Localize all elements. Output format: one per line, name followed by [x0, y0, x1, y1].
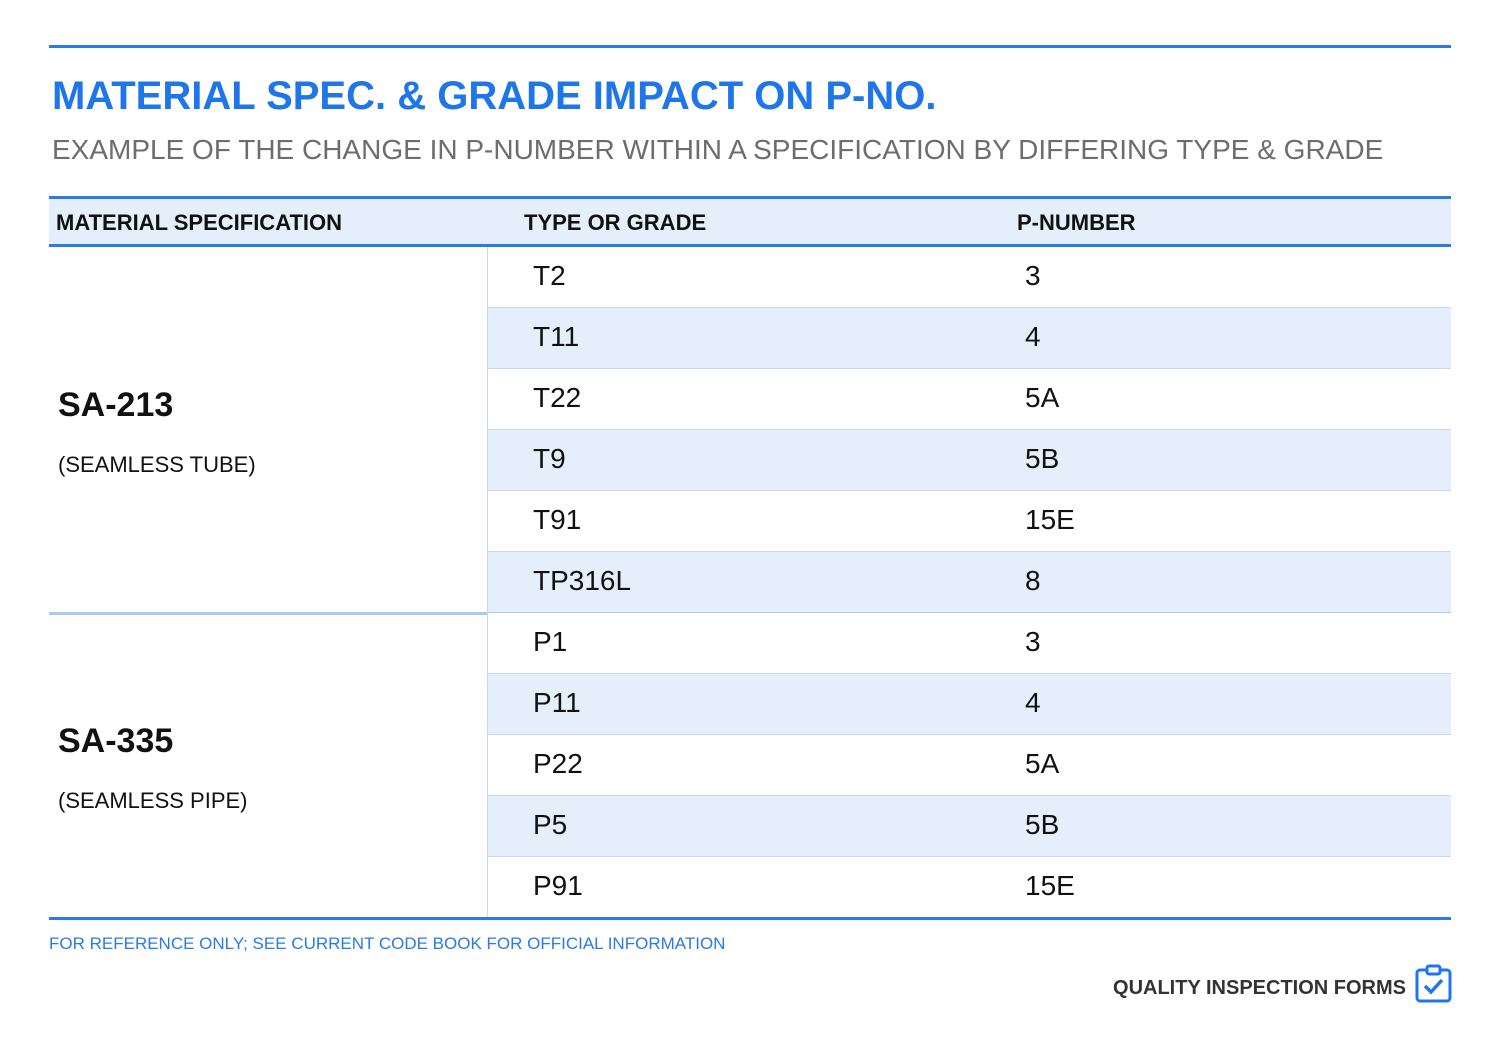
header-rule	[49, 244, 1451, 247]
p-number: 15E	[1025, 504, 1075, 535]
grade: T22	[533, 382, 582, 413]
row-bg	[487, 796, 1451, 857]
grade: T11	[533, 321, 580, 352]
brand: QUALITY INSPECTION FORMS	[1113, 977, 1406, 999]
p-number: 4	[1025, 687, 1041, 718]
disclaimer: FOR REFERENCE ONLY; SEE CURRENT CODE BOO…	[49, 934, 726, 953]
row-rule	[487, 856, 1451, 857]
spec-note: (SEAMLESS PIPE)	[58, 787, 248, 813]
top-rule	[49, 45, 1451, 48]
spec-note: (SEAMLESS TUBE)	[58, 452, 256, 477]
row-rule	[487, 551, 1451, 552]
grade: T2	[533, 260, 566, 291]
row-rule	[487, 307, 1451, 308]
p-number: 5B	[1025, 443, 1060, 474]
column-rule	[487, 247, 488, 918]
grade: P22	[533, 748, 583, 779]
row-bg	[487, 308, 1451, 369]
p-number: 5A	[1025, 382, 1060, 413]
grade: T91	[533, 504, 582, 535]
row-bg	[487, 430, 1451, 491]
table-top-rule	[49, 196, 1451, 199]
title: MATERIAL SPEC. & GRADE IMPACT ON P-NO.	[52, 74, 937, 118]
p-number: 5A	[1025, 748, 1060, 779]
row-bg	[487, 613, 1451, 674]
column-header: TYPE OR GRADE	[524, 210, 707, 235]
column-header: P-NUMBER	[1017, 210, 1136, 235]
row-bg	[487, 247, 1451, 308]
clipboard-icon	[1415, 964, 1452, 1003]
grade: TP316L	[533, 565, 632, 596]
grade: P91	[533, 870, 583, 901]
row-rule	[487, 734, 1451, 735]
row-rule	[487, 490, 1451, 491]
row-bg	[487, 674, 1451, 735]
p-number: 15E	[1025, 870, 1075, 901]
row-rule	[487, 795, 1451, 796]
grade: T9	[533, 443, 566, 474]
table-bottom-rule	[49, 917, 1451, 920]
p-number: 3	[1025, 626, 1041, 657]
p-number: 5B	[1025, 809, 1060, 840]
table-header	[49, 199, 1451, 245]
row-bg	[487, 369, 1451, 430]
column-header: MATERIAL SPECIFICATION	[56, 210, 342, 235]
row-bg	[487, 857, 1451, 918]
grade: P11	[533, 687, 581, 718]
grade: P5	[533, 809, 568, 840]
row-rule	[487, 673, 1451, 674]
row-rule	[487, 368, 1451, 369]
row-bg	[487, 552, 1451, 613]
row-bg	[487, 491, 1451, 552]
row-bg	[487, 735, 1451, 796]
spec: SA-335	[58, 721, 174, 760]
grade: P1	[533, 626, 568, 657]
row-rule	[487, 429, 1451, 430]
spec: SA-213	[58, 386, 174, 424]
p-number: 8	[1025, 565, 1041, 596]
p-number: 3	[1025, 260, 1041, 291]
subtitle: EXAMPLE OF THE CHANGE IN P-NUMBER WITHIN…	[52, 134, 1384, 165]
p-number: 4	[1025, 321, 1041, 352]
